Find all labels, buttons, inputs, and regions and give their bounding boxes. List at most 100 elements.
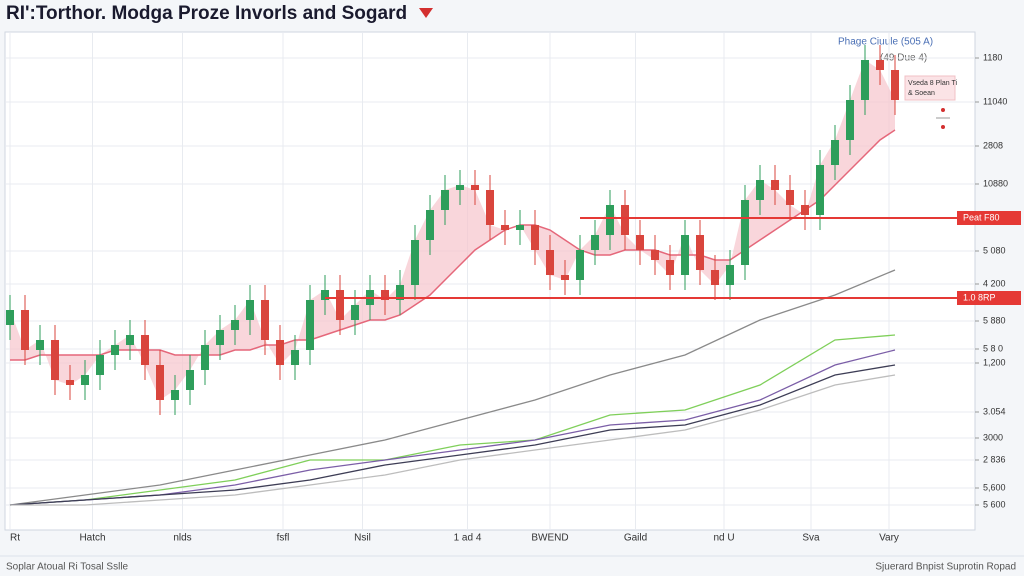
x-tick-label: BWEND (531, 533, 568, 544)
candle-body (216, 330, 224, 345)
candle-body (426, 210, 434, 240)
level-label: Peat F80 (963, 212, 1000, 222)
candle-body (621, 205, 629, 235)
candle-body (861, 60, 869, 100)
candle-body (726, 265, 734, 285)
chart-title: RI':Torthor. Modga Proze Invorls and Sog… (6, 3, 407, 24)
candle-body (126, 335, 134, 345)
y-tick-label: 5 8 0 (983, 343, 1003, 353)
legend-text: Phage Ciuule (505 A) (838, 37, 933, 48)
level-tag (957, 211, 1021, 225)
candle-body (156, 365, 164, 400)
candle-body (501, 225, 509, 230)
candle-body (546, 250, 554, 275)
x-tick-label: 1 ad 4 (454, 533, 482, 544)
y-tick-label: 5 080 (983, 245, 1006, 255)
candle-body (771, 180, 779, 190)
icon (941, 108, 945, 112)
candle-body (351, 305, 359, 320)
candle-body (291, 350, 299, 365)
y-tick-label: 5 880 (983, 315, 1006, 325)
candle-body (741, 200, 749, 265)
overlay-line (9, 334, 896, 506)
candle-body (846, 100, 854, 140)
candle-body (411, 240, 419, 285)
overlay-line (10, 374, 896, 506)
candle-body (516, 225, 524, 230)
info-text: Vseda 8 Plan Ti (908, 80, 957, 87)
ma-fill (10, 60, 895, 400)
y-tick-label: 1180 (983, 52, 1002, 62)
candle-body (786, 190, 794, 205)
candle-body (396, 285, 404, 300)
candle-body (246, 300, 254, 320)
candle-body (681, 235, 689, 275)
candle-body (891, 70, 899, 100)
candle-body (816, 165, 824, 215)
candle-body (186, 370, 194, 390)
y-tick-label: 1,200 (983, 357, 1006, 367)
y-tick-label: 11040 (983, 96, 1007, 106)
candle-body (276, 340, 284, 365)
overlay-line (9, 364, 896, 506)
candle-body (96, 355, 104, 375)
candle-body (6, 310, 14, 325)
footer-text: Soplar Atoual Ri Tosal Sslle (6, 562, 129, 573)
candle-body (801, 205, 809, 215)
candle-body (201, 345, 209, 370)
y-tick-label: 3.054 (983, 406, 1006, 416)
y-tick-label: 2808 (983, 140, 1003, 150)
candle-body (591, 235, 599, 250)
icon (941, 125, 945, 129)
x-tick-label: Vary (879, 533, 899, 544)
candle-body (711, 270, 719, 285)
x-tick-label: Sva (802, 533, 820, 544)
x-tick-label: nd U (713, 533, 734, 544)
candle-body (696, 235, 704, 270)
candle-body (531, 225, 539, 250)
candle-body (21, 310, 29, 350)
x-tick-label: Nsil (354, 533, 371, 544)
candle-body (471, 185, 479, 190)
info-box (904, 75, 956, 101)
candle-body (441, 190, 449, 210)
candle-body (876, 60, 884, 70)
title-arrow (419, 8, 433, 18)
candle-body (666, 260, 674, 275)
y-tick-label: 10880 (983, 178, 1008, 188)
plot-area (4, 31, 976, 531)
candle-body (261, 300, 269, 340)
candle-body (606, 205, 614, 235)
candle-body (141, 335, 149, 365)
candle-body (831, 140, 839, 165)
candle-body (636, 235, 644, 250)
overlay-line (9, 269, 896, 506)
candle-body (561, 275, 569, 280)
footer-text: Sjuerard Bnpist Suprotin Ropad (875, 562, 1016, 573)
candle-body (336, 290, 344, 320)
candle-body (306, 300, 314, 350)
x-tick-label: Gaild (624, 533, 647, 544)
y-tick-label: 5 600 (983, 499, 1006, 509)
candle-body (171, 390, 179, 400)
y-tick-label: 4 200 (983, 278, 1006, 288)
x-tick-label: Rt (10, 533, 20, 544)
x-tick-label: nlds (173, 533, 191, 544)
info-text: & Soean (908, 90, 935, 97)
candle-body (51, 340, 59, 380)
candle-body (231, 320, 239, 330)
candle-body (486, 190, 494, 225)
x-tick-label: fsfl (277, 533, 290, 544)
candle-body (81, 375, 89, 385)
candle-body (576, 250, 584, 280)
y-tick-label: 2 836 (983, 454, 1006, 464)
candle-body (36, 340, 44, 350)
y-tick-label: 5,600 (983, 482, 1006, 492)
candle-body (756, 180, 764, 200)
candle-body (456, 185, 464, 190)
candle-body (381, 290, 389, 300)
candle-body (321, 290, 329, 300)
y-tick-label: 3000 (983, 432, 1003, 442)
candle-body (651, 250, 659, 260)
